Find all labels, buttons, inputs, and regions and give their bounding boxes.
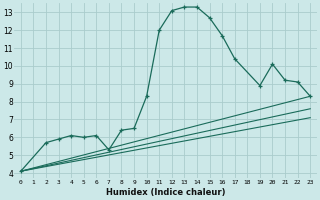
X-axis label: Humidex (Indice chaleur): Humidex (Indice chaleur) (106, 188, 225, 197)
